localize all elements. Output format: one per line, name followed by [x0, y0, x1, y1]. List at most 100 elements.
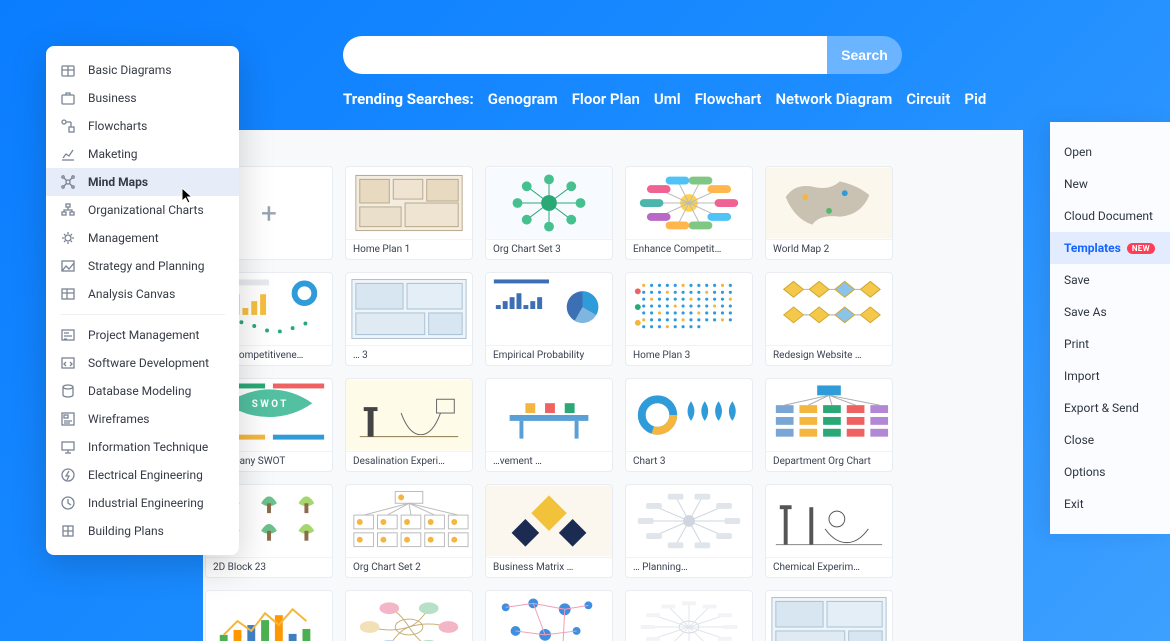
template-card[interactable]: Org Chart Set 2: [345, 484, 473, 578]
sidebar-item-management[interactable]: Management: [46, 224, 239, 252]
template-card[interactable]: … Planning…: [625, 484, 753, 578]
template-thumb: [346, 379, 472, 451]
sidebar-item-information-technique[interactable]: Information Technique: [46, 433, 239, 461]
sidebar-item-label: Electrical Engineering: [88, 468, 203, 482]
file-menu-cloud-document[interactable]: Cloud Document: [1050, 200, 1170, 232]
template-caption: Desalination Experi…: [346, 451, 472, 471]
template-thumb: [206, 591, 332, 641]
file-menu-save-as[interactable]: Save As: [1050, 296, 1170, 328]
file-menu-label: Import: [1064, 369, 1100, 383]
template-thumb: [346, 167, 472, 239]
sidebar-item-project-management[interactable]: Project Management: [46, 321, 239, 349]
file-menu-close[interactable]: Close: [1050, 424, 1170, 456]
template-card[interactable]: Enhance Competit…: [625, 166, 753, 260]
template-card[interactable]: Chart 3: [625, 378, 753, 472]
template-caption: Empirical Probability: [486, 345, 612, 365]
sidebar-item-building-plans[interactable]: Building Plans: [46, 517, 239, 545]
sidebar-divider: [60, 314, 225, 315]
template-card[interactable]: Home Plan 3: [625, 272, 753, 366]
sidebar-item-analysis-canvas[interactable]: Analysis Canvas: [46, 280, 239, 308]
template-caption: Home Plan 1: [346, 239, 472, 259]
template-card[interactable]: Org Chart Set 3: [485, 166, 613, 260]
sidebar-item-flowcharts[interactable]: Flowcharts: [46, 112, 239, 140]
template-card[interactable]: … 3: [345, 272, 473, 366]
sidebar-item-industrial-engineering[interactable]: Industrial Engineering: [46, 489, 239, 517]
sidebar-item-label: Strategy and Planning: [88, 259, 205, 273]
presentation-icon: [60, 439, 76, 455]
trending-item[interactable]: Network Diagram: [775, 90, 892, 108]
file-menu-new[interactable]: New: [1050, 168, 1170, 200]
sidebar-item-organizational-charts[interactable]: Organizational Charts: [46, 196, 239, 224]
sidebar-item-maketing[interactable]: Maketing: [46, 140, 239, 168]
template-caption: Home Plan 3: [626, 345, 752, 365]
mindmap-icon: [60, 174, 76, 190]
building-icon: [60, 523, 76, 539]
sidebar-item-electrical-engineering[interactable]: Electrical Engineering: [46, 461, 239, 489]
db-icon: [60, 383, 76, 399]
template-thumb: [626, 379, 752, 451]
file-menu-open[interactable]: Open: [1050, 136, 1170, 168]
template-thumb: [486, 591, 612, 641]
file-menu-export-send[interactable]: Export & Send: [1050, 392, 1170, 424]
template-caption: Chemical Experim…: [766, 557, 892, 577]
template-thumb: [766, 591, 892, 641]
template-card[interactable]: Business Matrix …: [485, 484, 613, 578]
trending-item[interactable]: Pid: [964, 90, 986, 108]
sidebar-item-wireframes[interactable]: Wireframes: [46, 405, 239, 433]
trending-item[interactable]: Genogram: [488, 90, 558, 108]
file-menu-import[interactable]: Import: [1050, 360, 1170, 392]
file-menu-options[interactable]: Options: [1050, 456, 1170, 488]
svg-text:S W O T: S W O T: [252, 399, 287, 410]
electrical-icon: [60, 467, 76, 483]
template-card[interactable]: …vement …: [485, 378, 613, 472]
template-caption: Enhance Competit…: [626, 239, 752, 259]
industrial-icon: [60, 495, 76, 511]
template-card[interactable]: Flowchart Sample: [485, 590, 613, 641]
file-menu-label: Print: [1064, 337, 1089, 351]
file-menu-label: Exit: [1064, 497, 1084, 511]
template-card[interactable]: [765, 590, 893, 641]
sidebar-item-database-modeling[interactable]: Database Modeling: [46, 377, 239, 405]
file-menu-print[interactable]: Print: [1050, 328, 1170, 360]
template-card[interactable]: Life Plan: [625, 590, 753, 641]
template-card[interactable]: English Part Of Sp…: [345, 590, 473, 641]
trending-item[interactable]: Flowchart: [695, 90, 762, 108]
sidebar-item-label: Business: [88, 91, 137, 105]
chart-up-icon: [60, 146, 76, 162]
template-caption: …vement …: [486, 451, 612, 471]
trending-item[interactable]: Circuit: [906, 90, 950, 108]
sidebar-item-basic-diagrams[interactable]: Basic Diagrams: [46, 56, 239, 84]
search-input[interactable]: [343, 36, 827, 74]
template-thumb: [486, 273, 612, 345]
file-menu-templates[interactable]: TemplatesNEW: [1050, 232, 1170, 264]
trending-label: Trending Searches:: [343, 90, 474, 108]
trending-item[interactable]: Uml: [654, 90, 681, 108]
template-thumb: [626, 167, 752, 239]
template-card[interactable]: Desalination Experi…: [345, 378, 473, 472]
template-thumb: [626, 485, 752, 557]
template-thumb: [626, 273, 752, 345]
template-card[interactable]: Column Chart an…: [205, 590, 333, 641]
target-icon: [60, 258, 76, 274]
file-menu-exit[interactable]: Exit: [1050, 488, 1170, 520]
dev-icon: [60, 355, 76, 371]
sidebar-item-strategy-and-planning[interactable]: Strategy and Planning: [46, 252, 239, 280]
template-card[interactable]: Chemical Experim…: [765, 484, 893, 578]
sidebar-item-mind-maps[interactable]: Mind Maps: [46, 168, 239, 196]
template-card[interactable]: World Map 2: [765, 166, 893, 260]
file-menu-save[interactable]: Save: [1050, 264, 1170, 296]
template-caption: 2D Block 23: [206, 557, 332, 577]
sidebar-item-business[interactable]: Business: [46, 84, 239, 112]
template-card[interactable]: Home Plan 1: [345, 166, 473, 260]
template-card[interactable]: Empirical Probability: [485, 272, 613, 366]
sidebar-item-label: Organizational Charts: [88, 203, 204, 217]
canvas-icon: [60, 286, 76, 302]
search-button[interactable]: Search: [827, 36, 902, 74]
trending-item[interactable]: Floor Plan: [572, 90, 640, 108]
sidebar-item-software-development[interactable]: Software Development: [46, 349, 239, 377]
template-card[interactable]: Department Org Chart: [765, 378, 893, 472]
sidebar-item-label: Industrial Engineering: [88, 496, 204, 510]
template-thumb: [346, 591, 472, 641]
template-card[interactable]: Redesign Website …: [765, 272, 893, 366]
file-menu-label: Save: [1064, 273, 1090, 287]
